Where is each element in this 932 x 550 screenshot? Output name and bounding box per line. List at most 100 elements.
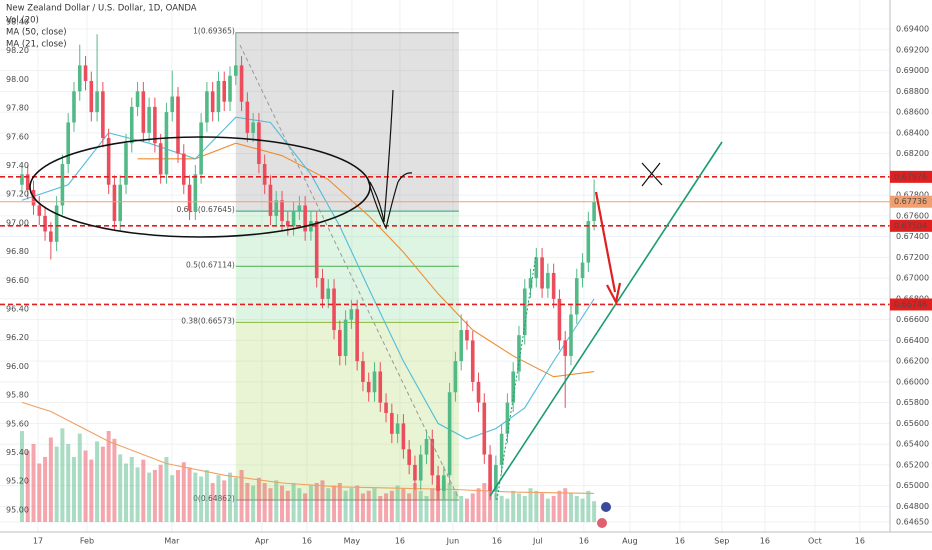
candle-body — [222, 80, 227, 102]
volume-bar — [54, 446, 59, 522]
volume-bar — [574, 496, 579, 522]
y-tick-label: 0.69000 — [896, 66, 929, 75]
candle-body — [378, 371, 383, 403]
candle-body — [262, 163, 267, 185]
x-tick-label: Jul — [532, 537, 543, 546]
fib-label: 0.5(0.67114) — [186, 260, 235, 269]
x-tick-label: Jun — [446, 537, 460, 546]
y-tick-label: 0.66600 — [896, 315, 929, 324]
candle-body — [563, 340, 568, 356]
y-tick-label: 0.68400 — [896, 128, 929, 137]
volume-bar — [378, 496, 383, 522]
candle-body — [343, 319, 348, 356]
volume-bar — [389, 490, 394, 522]
trend-line — [489, 141, 723, 497]
candle-body — [89, 80, 94, 113]
candle-body — [187, 184, 192, 211]
candle-body — [459, 330, 463, 362]
volume-bar — [586, 490, 591, 522]
volume-bar — [545, 498, 550, 522]
y2-tick-label: 96.60 — [6, 276, 29, 285]
fib-band — [235, 266, 459, 323]
candle-body — [303, 205, 307, 232]
candle-body — [586, 221, 591, 263]
y-tick-label: 0.68600 — [896, 108, 929, 117]
volume-bar — [285, 490, 290, 522]
pen-drawing — [369, 89, 394, 223]
volume-bar — [216, 475, 221, 522]
candle-body — [153, 106, 157, 144]
candle-body — [447, 392, 452, 476]
volume-bar — [505, 498, 510, 522]
candle-body — [372, 371, 377, 393]
y-tick-label: 0.66000 — [896, 377, 929, 386]
candle-body — [43, 215, 47, 232]
volume-bar — [534, 490, 539, 522]
candle-body — [557, 298, 562, 341]
volume-bar — [147, 472, 152, 522]
fib-label: 0.38(0.66573) — [181, 316, 235, 325]
candle-body — [528, 278, 533, 289]
volume-bar — [228, 472, 233, 522]
y2-tick-label: 96.80 — [6, 247, 29, 256]
y2-tick-label: 98.40 — [6, 17, 29, 26]
candle-body — [181, 153, 186, 185]
candle-body — [314, 221, 319, 279]
volume-bar — [459, 496, 464, 522]
volume-bar — [164, 457, 169, 522]
volume-bar — [100, 446, 105, 522]
volume-bar — [187, 467, 192, 522]
volume-bar — [25, 450, 30, 522]
candle-body — [442, 475, 446, 491]
x-tick-label: 16 — [579, 537, 589, 546]
y2-tick-label: 97.00 — [6, 218, 29, 227]
volume-bar — [493, 493, 498, 522]
candle-body — [430, 438, 435, 476]
time-axis-bg — [0, 532, 932, 550]
volume-bar — [233, 477, 238, 522]
y2-tick-label: 97.60 — [6, 132, 29, 141]
volume-bar — [395, 485, 400, 522]
candle-body — [297, 205, 302, 211]
volume-bar — [337, 483, 342, 522]
volume-bar — [303, 493, 308, 522]
y-tick-label: 0.65800 — [896, 398, 929, 407]
candle-body — [20, 174, 24, 185]
volume-bar — [511, 490, 516, 522]
y2-tick-label: 95.00 — [6, 505, 29, 514]
candle-body — [245, 101, 250, 133]
event-icon[interactable] — [601, 502, 611, 512]
price-line-label: 0.66746 — [894, 300, 927, 309]
volume-bar — [274, 480, 279, 522]
right-axis-bg — [890, 0, 932, 550]
candle-body — [72, 91, 76, 123]
volume-bar — [256, 477, 261, 522]
volume-bar — [66, 444, 71, 522]
volume-bar — [540, 493, 545, 522]
candle-body — [106, 138, 111, 185]
candle-body — [66, 122, 70, 164]
volume-bar — [291, 483, 296, 522]
marks — [0, 32, 890, 522]
candle-body — [517, 335, 521, 372]
candle-body — [349, 309, 354, 320]
candle-body — [268, 184, 273, 216]
volume-bar — [384, 493, 389, 522]
volume-bar — [499, 496, 504, 522]
candle-body — [286, 221, 290, 227]
volume-bar — [557, 490, 562, 522]
x-mark — [641, 162, 663, 187]
volume-bar — [568, 493, 573, 522]
volume-bar — [528, 488, 533, 522]
x-tick-label: Aug — [622, 537, 638, 546]
volume-bar — [482, 483, 487, 522]
y-tick-label: 0.67600 — [896, 211, 929, 220]
volume-bar — [43, 457, 48, 522]
volume-bar — [77, 433, 82, 522]
volume-bar — [470, 493, 475, 522]
arrow — [594, 191, 617, 293]
event-icon[interactable] — [597, 518, 607, 528]
volume-bar — [19, 431, 24, 522]
arrow-head — [606, 282, 622, 306]
